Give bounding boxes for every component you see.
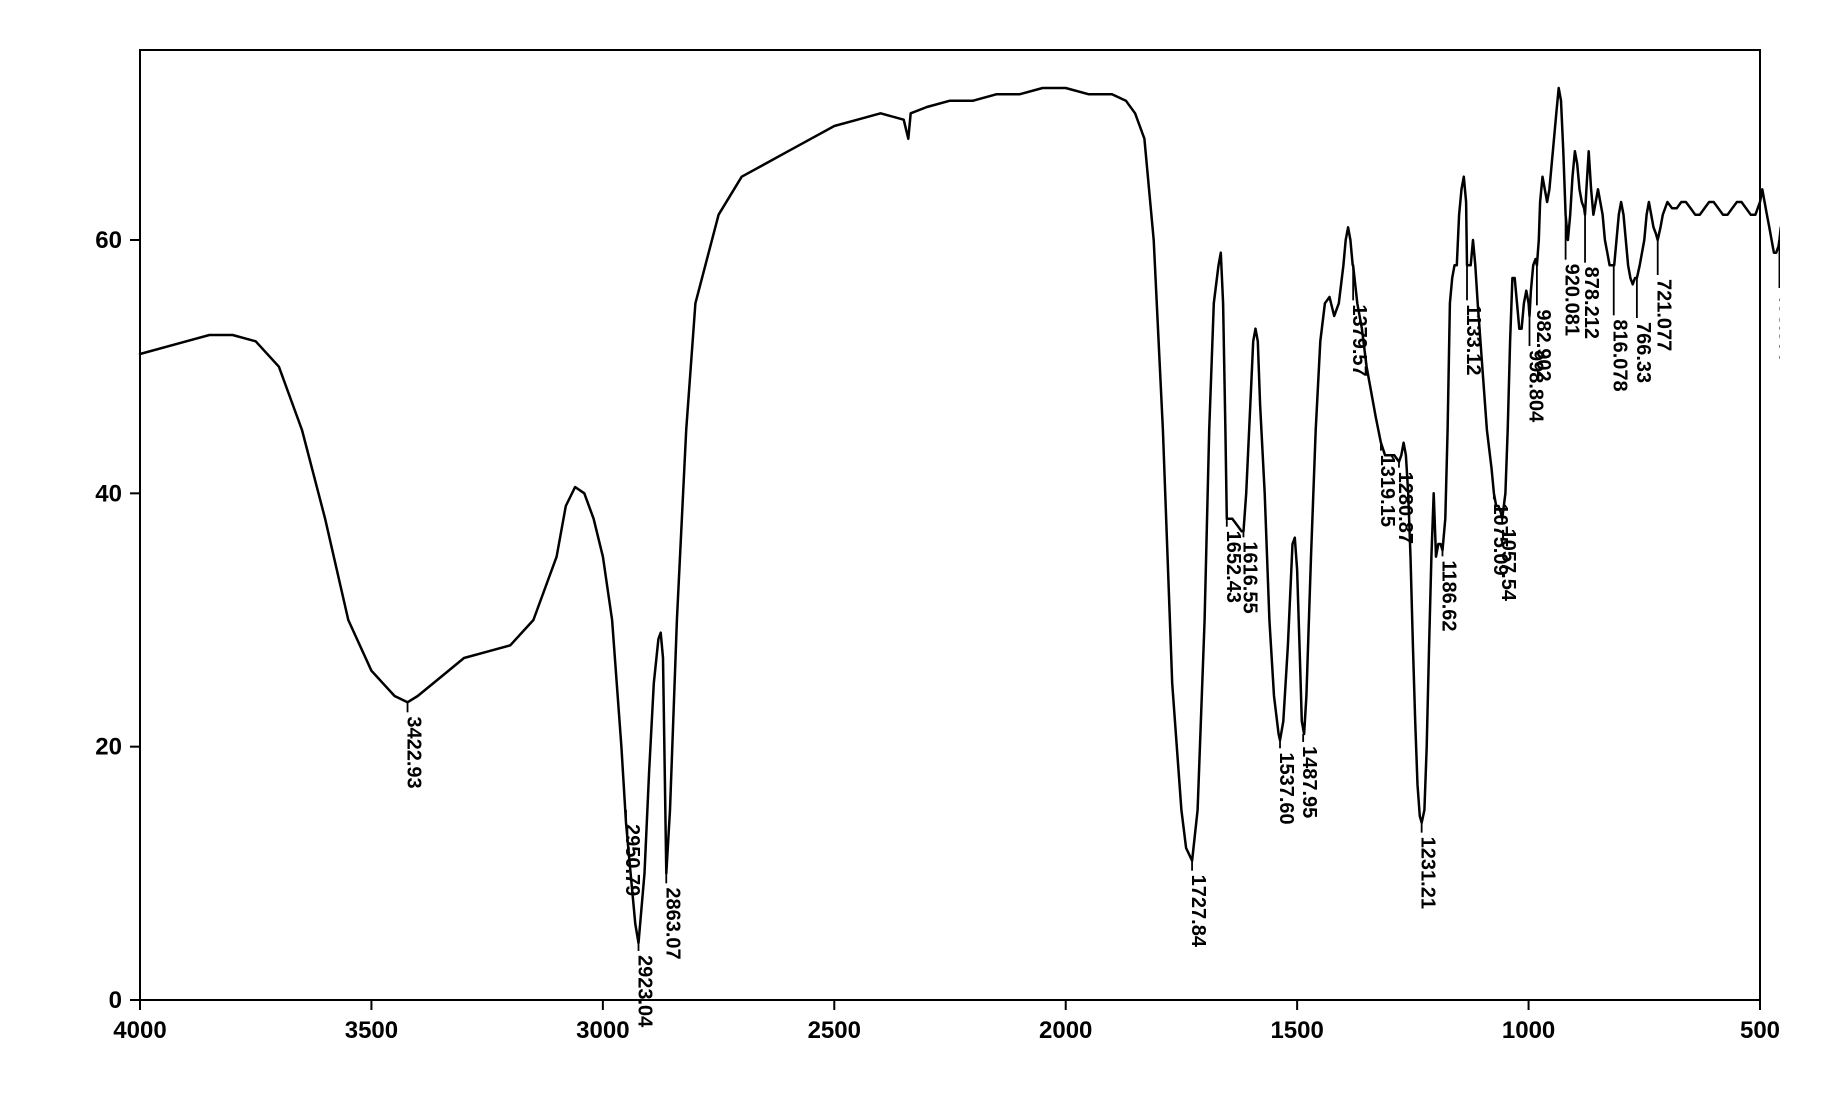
x-tick-label: 500 [1740, 1017, 1780, 1044]
x-tick-label: 1500 [1270, 1017, 1323, 1044]
y-tick-label: 20 [95, 734, 122, 761]
peak-label: 766.33 [1632, 322, 1654, 383]
peak-label: 1280.87 [1394, 472, 1416, 544]
peak-label: 1487.95 [1298, 746, 1320, 818]
peak-label: 1537.60 [1275, 752, 1297, 824]
x-tick-label: 4000 [113, 1017, 166, 1044]
spectrum-line [140, 88, 1780, 943]
peak-label: 816.078 [1609, 319, 1631, 391]
x-tick-label: 3500 [345, 1017, 398, 1044]
peak-label: 1186.62 [1437, 560, 1459, 631]
peak-label: 2950.79 [621, 824, 643, 896]
peak-label: 878.212 [1580, 267, 1602, 339]
peak-label: 458.577 [1774, 292, 1780, 364]
y-tick-label: 60 [95, 227, 122, 254]
y-tick-label: 40 [95, 480, 122, 507]
x-tick-label: 2500 [808, 1017, 861, 1044]
peak-label: 1057.54 [1497, 529, 1519, 602]
peak-label: 1727.84 [1187, 875, 1209, 948]
ir-spectrum-chart: 0 20 40 60 4000 3500 3000 2500 2000 1500 1000 500 34… [60, 40, 1780, 1060]
peak-label: 721.077 [1653, 279, 1675, 351]
peak-label: 920.081 [1561, 264, 1583, 336]
peak-label: 3422.93 [403, 716, 425, 788]
peak-label: 2863.07 [661, 887, 683, 959]
peak-label: 1133.12 [1462, 304, 1484, 375]
peak-label: 1231.21 [1417, 837, 1439, 909]
peak-label: 1616.55 [1238, 541, 1260, 613]
peak-label: 1379.57 [1348, 304, 1370, 376]
peak-label: 982.902 [1532, 309, 1554, 381]
peak-label: 2923.04 [633, 955, 655, 1028]
y-tick-label: 0 [109, 987, 122, 1014]
x-tick-label: 2000 [1039, 1017, 1092, 1044]
x-tick-label: 3000 [576, 1017, 629, 1044]
x-tick-label: 1000 [1502, 1017, 1555, 1044]
